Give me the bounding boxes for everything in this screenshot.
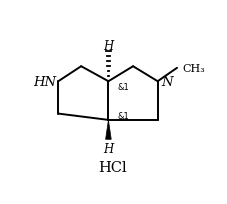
Text: H: H xyxy=(103,40,114,52)
Text: HCl: HCl xyxy=(99,161,127,174)
Text: HN: HN xyxy=(34,75,57,88)
Text: &1: &1 xyxy=(117,83,129,92)
Text: CH₃: CH₃ xyxy=(182,63,205,73)
Text: &1: &1 xyxy=(117,111,129,120)
Polygon shape xyxy=(106,120,111,140)
Text: N: N xyxy=(162,75,173,88)
Text: H: H xyxy=(103,142,114,155)
